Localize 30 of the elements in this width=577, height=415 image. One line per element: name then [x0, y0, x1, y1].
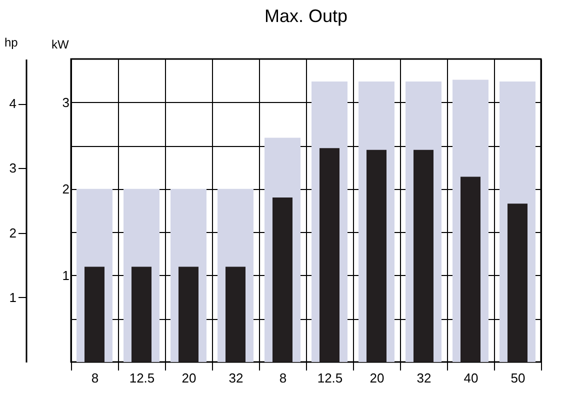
bar: [366, 150, 386, 362]
bar: [414, 150, 434, 362]
y2-tick-label: 1: [9, 290, 16, 305]
x-tick-label: 8: [91, 370, 99, 386]
x-tick-label: 50: [510, 370, 526, 386]
x-tick-label: 12.5: [129, 370, 155, 386]
bar: [508, 204, 528, 362]
y-tick-label: 3: [62, 94, 70, 110]
x-tick-label: 40: [464, 370, 478, 386]
y2-axis-title: hp: [4, 36, 18, 50]
bar: [132, 266, 152, 362]
x-tick-label: 32: [228, 370, 244, 386]
y2-tick-label: 2: [9, 225, 16, 240]
x-tick-label: 20: [182, 370, 196, 386]
x-tick-label: 12.5: [317, 370, 343, 386]
y-axis-title: kW: [52, 38, 70, 52]
y-tick-label: 1: [62, 268, 70, 283]
y2-tick-label: 4: [9, 96, 16, 112]
bar: [460, 176, 480, 362]
y-tick-label: 2: [62, 181, 70, 196]
bar: [272, 198, 292, 362]
y2-tick-label: 3: [9, 160, 16, 176]
x-tick-label: 32: [416, 370, 432, 386]
bar: [178, 266, 198, 362]
bar: [84, 266, 104, 362]
bar: [320, 148, 340, 362]
chart-title: Max. Outp: [264, 6, 348, 26]
bar: [226, 266, 246, 362]
x-tick-label: 8: [279, 370, 287, 386]
x-tick-label: 20: [370, 370, 384, 386]
